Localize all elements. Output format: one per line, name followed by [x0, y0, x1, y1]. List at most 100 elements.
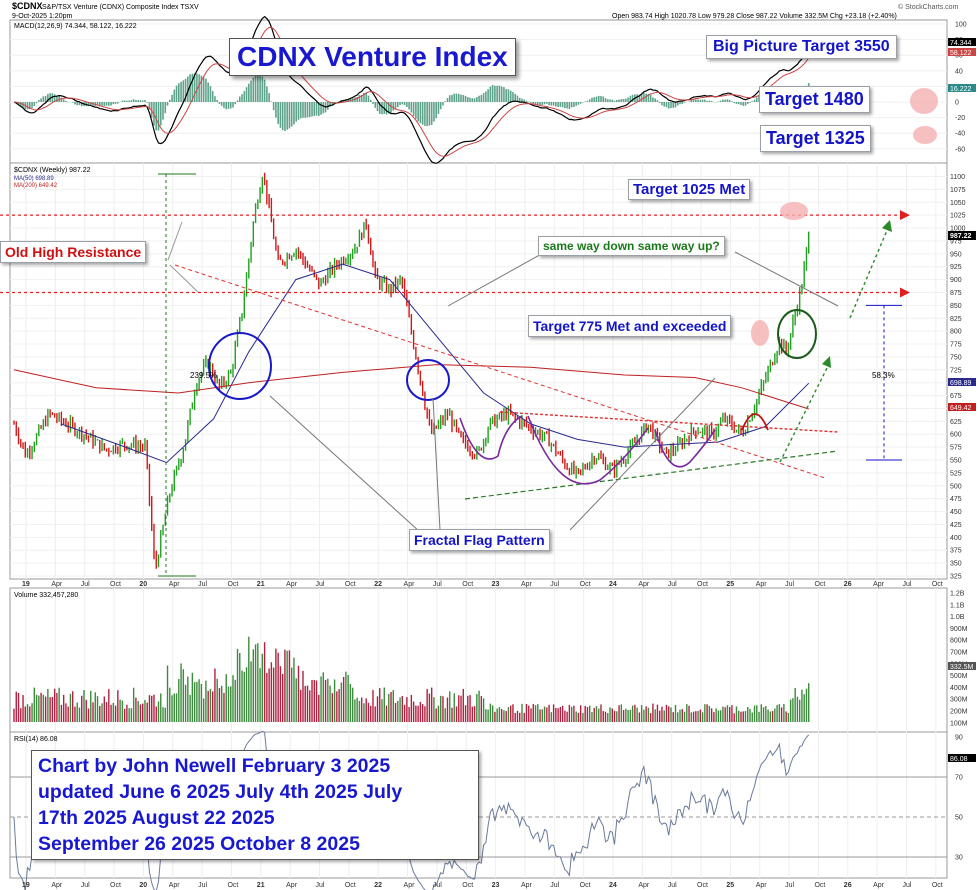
- credit-line-2: updated June 6 2025 July 4th 2025 July: [38, 781, 403, 803]
- drawing-layer: [0, 88, 938, 577]
- rsi-tick-label: 90: [955, 735, 963, 742]
- rsi-tick-label: 50: [955, 815, 963, 822]
- x-tick-label: Apr: [169, 581, 181, 588]
- x-tick-label: Jul: [81, 581, 90, 588]
- price-tick-label: 1050: [950, 200, 966, 207]
- same-way-label: same way down same way up?: [538, 236, 725, 256]
- x-tick-label: Oct: [580, 581, 591, 588]
- pct-left-label: 239.5%: [190, 371, 217, 380]
- price-tick-label: 1100: [950, 174, 965, 181]
- x-tick-label-bottom: Apr: [756, 882, 768, 889]
- credit-note: Chart by John Newell February 3 2025 upd…: [31, 750, 479, 860]
- x-tick-label-bottom: 22: [374, 882, 382, 889]
- price-tick-label: 475: [950, 496, 962, 503]
- x-tick-label: 25: [726, 581, 734, 588]
- volume-label: Volume 332,457,280: [14, 592, 78, 599]
- badge-rsi: [948, 754, 976, 762]
- target-1480-marker: [910, 88, 938, 114]
- volume-tick-label: 800M: [950, 638, 968, 645]
- price-tick-label: 525: [950, 470, 962, 477]
- x-tick-label: 26: [844, 581, 852, 588]
- x-tick-label-bottom: Oct: [697, 882, 708, 889]
- badge-price: [948, 231, 976, 240]
- x-tick-label-bottom: Jul: [550, 882, 559, 889]
- fractal-flag-label: Fractal Flag Pattern: [409, 529, 550, 551]
- x-tick-label-bottom: 23: [492, 882, 500, 889]
- x-tick-label: Oct: [814, 581, 825, 588]
- price-tick-label: 325: [950, 574, 962, 581]
- x-tick-label-bottom: Apr: [404, 882, 416, 889]
- price-tick-label: 775: [950, 342, 962, 349]
- chart-title: CDNX Venture Index: [229, 38, 516, 76]
- old-high-resistance-label: Old High Resistance: [0, 241, 147, 263]
- x-tick-label: 19: [22, 581, 30, 588]
- volume-tick-label: 700M: [950, 650, 968, 657]
- price-tick-label: 575: [950, 445, 962, 452]
- price-tick-label: 875: [950, 290, 962, 297]
- cup-arc-3: [654, 429, 716, 468]
- ma200-line: [13, 364, 809, 410]
- pointer-fractal-3: [569, 377, 716, 531]
- x-tick-label: Apr: [873, 581, 885, 588]
- price-tick-label: 825: [950, 316, 962, 323]
- price-tick-label: 975: [950, 238, 962, 245]
- x-tick-label-bottom: 26: [844, 882, 852, 889]
- rsi-tick-label: 70: [955, 775, 963, 782]
- price-tick-label: 425: [950, 522, 962, 529]
- x-tick-label-bottom: Oct: [932, 882, 943, 889]
- pointer-fractal-1: [269, 395, 421, 533]
- series-layer: [13, 15, 810, 890]
- pointer-old-high: [167, 221, 183, 261]
- x-tick-label-bottom: 21: [257, 882, 265, 889]
- x-tick-label-bottom: Jul: [903, 882, 912, 889]
- x-tick-label: Oct: [697, 581, 708, 588]
- breakout-circle: [777, 309, 817, 359]
- price-tick-label: 925: [950, 264, 962, 271]
- x-tick-label: Jul: [198, 581, 207, 588]
- x-tick-label: Oct: [110, 581, 121, 588]
- badge-ma50: [948, 378, 976, 386]
- badge-volume: [948, 662, 976, 670]
- x-tick-label: Jul: [668, 581, 677, 588]
- x-tick-label: Apr: [404, 581, 416, 588]
- x-tick-label: 22: [374, 581, 382, 588]
- price-tick-label: 450: [950, 509, 962, 516]
- axis-layer: 19 19 Apr Apr Jul Jul Oct Oct 20 20 Apr Apr Jul Jul Oc…: [22, 22, 968, 890]
- x-tick-label: Jul: [433, 581, 442, 588]
- header-name: S&P/TSX Venture (CDNX) Composite Index T…: [42, 4, 199, 11]
- volume-tick-label: 300M: [950, 697, 968, 704]
- header-quote: Open 983.74 High 1020.78 Low 979.28 Clos…: [612, 13, 897, 20]
- projection-arrowhead-1: [822, 356, 831, 368]
- x-tick-label-bottom: Jul: [81, 882, 90, 889]
- pointer-old-high-2: [169, 264, 199, 293]
- x-tick-label: Jul: [903, 581, 912, 588]
- rsi-label: RSI(14) 86.08: [14, 736, 58, 743]
- target-775-marker: [751, 320, 769, 346]
- x-tick-label: Jul: [550, 581, 559, 588]
- volume-tick-label: 500M: [950, 673, 968, 680]
- x-tick-label-bottom: Oct: [110, 882, 121, 889]
- badge-price-text: 987.22: [950, 233, 972, 240]
- fractal-circle-mid: [406, 359, 450, 401]
- rsi-tick-label: 30: [955, 855, 963, 862]
- badge-ma50-text: 698.89: [950, 380, 972, 387]
- target-1325-label: Target 1325: [760, 125, 871, 152]
- x-tick-label: Jul: [316, 581, 325, 588]
- credit-line-3: 17th 2025 August 22 2025: [38, 807, 275, 829]
- macd-tick-label: 0: [955, 100, 959, 107]
- x-tick-label-bottom: Jul: [316, 882, 325, 889]
- handle-arc: [741, 413, 769, 431]
- pointer-fractal-2: [432, 397, 441, 531]
- price-tick-label: 500: [950, 483, 962, 490]
- price-tick-label: 750: [950, 354, 962, 361]
- x-tick-label-bottom: 19: [22, 882, 30, 889]
- macd-tick-label: -60: [955, 146, 965, 153]
- credit-line-1: Chart by John Newell February 3 2025: [38, 755, 391, 777]
- ma50-label: MA(50) 698.89: [14, 176, 54, 182]
- x-tick-label-bottom: Apr: [638, 882, 650, 889]
- macd-signal-line: [13, 26, 810, 157]
- volume-tick-label: 1.2B: [950, 591, 965, 598]
- price-tick-label: 675: [950, 393, 962, 400]
- descending-trendline: [174, 264, 826, 479]
- price-tick-label: 800: [950, 329, 962, 336]
